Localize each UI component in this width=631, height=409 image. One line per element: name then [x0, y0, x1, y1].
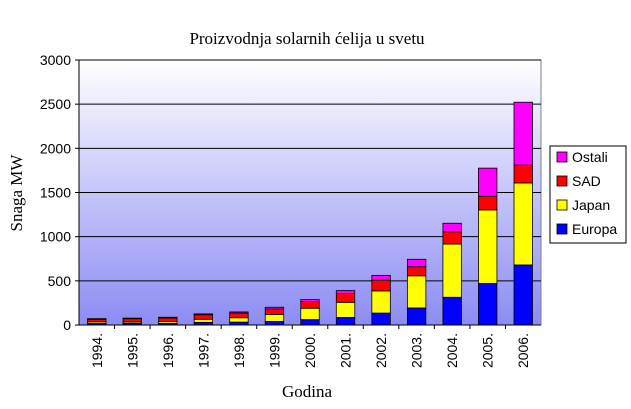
bar-segment-europa — [371, 312, 391, 326]
y-tick-label: 0 — [63, 317, 71, 333]
y-tick-label: 3000 — [40, 52, 71, 68]
bar-segment-europa — [300, 319, 320, 326]
legend-swatch-ostali — [556, 151, 568, 163]
bar-segment-ostali — [300, 299, 320, 302]
legend-label-ostali: Ostali — [572, 149, 608, 165]
bar-segment-ostali — [371, 274, 391, 281]
x-tick-label: 2006. — [515, 333, 531, 368]
x-tick-label: 1995. — [124, 333, 140, 368]
y-tick-label: 500 — [48, 273, 72, 289]
x-tick-label: 1994. — [89, 333, 105, 368]
y-tick-label: 2000 — [40, 140, 71, 156]
legend: Ostali SAD Japan Europa — [549, 145, 627, 244]
x-tick-label: 1998. — [231, 333, 247, 368]
bar-segment-sad — [158, 317, 178, 322]
x-axis-title: Godina — [282, 382, 333, 401]
legend-swatch-sad — [556, 175, 568, 187]
x-tick-label: 2000. — [302, 333, 318, 368]
bars — [87, 101, 533, 326]
bar-segment-europa — [406, 307, 427, 326]
y-tick-label: 1500 — [40, 185, 71, 201]
bar-segment-sad — [406, 266, 427, 277]
y-tick-label: 2500 — [40, 96, 71, 112]
x-tick-label: 1996. — [160, 333, 176, 368]
bar-segment-japan — [264, 313, 285, 322]
y-tick-label: 1000 — [40, 229, 71, 245]
x-ticks: 1994. 1995. 1996. 1997. 1998. 1999. 2000. 2001.… — [89, 325, 531, 368]
bar-segment-sad — [122, 318, 142, 323]
bar-segment-europa — [335, 317, 356, 326]
bar-segment-sad — [264, 308, 285, 315]
bar-segment-ostali — [442, 222, 462, 233]
bar-segment-ostali — [264, 306, 285, 310]
bar-segment-ostali — [229, 311, 249, 314]
bar-segment-ostali — [158, 316, 178, 319]
bar-segment-japan — [442, 243, 462, 298]
x-tick-label: 2001. — [338, 333, 354, 368]
bar-segment-japan — [478, 209, 498, 284]
bar-segment-japan — [229, 317, 249, 323]
bar-segment-japan — [335, 301, 356, 318]
bar-segment-ostali — [478, 167, 498, 197]
bar-segment-sad — [513, 164, 533, 184]
bar-segment-ostali — [87, 318, 107, 320]
gridlines — [79, 59, 541, 282]
bar-segment-ostali — [335, 290, 356, 294]
bar-segment-sad — [478, 195, 498, 211]
x-tick-label: 1999. — [266, 333, 282, 368]
bar-segment-ostali — [513, 101, 533, 166]
bar-segment-ostali — [122, 317, 142, 320]
x-tick-label: 2002. — [373, 333, 389, 368]
bar-segment-japan — [371, 290, 391, 314]
bar-segment-ostali — [193, 313, 214, 316]
x-tick-label: 1997. — [195, 333, 211, 368]
y-axis-title: Snaga MW — [7, 154, 26, 232]
bar-segment-europa — [442, 296, 462, 326]
bar-segment-japan — [406, 275, 427, 309]
bar-segment-europa — [478, 283, 498, 326]
bar-segment-sad — [442, 231, 462, 245]
legend-swatch-japan — [556, 199, 568, 211]
y-ticks: 0 500 1000 1500 2000 2500 3000 — [40, 52, 79, 333]
bar-segment-japan — [300, 307, 320, 321]
bar-segment-japan — [513, 182, 533, 266]
bar-segment-sad — [229, 312, 249, 319]
legend-label-japan: Japan — [572, 197, 610, 213]
bar-segment-sad — [193, 314, 214, 320]
bar-segment-ostali — [406, 258, 427, 268]
x-tick-label: 2003. — [409, 333, 425, 368]
bar-segment-sad — [371, 279, 391, 292]
legend-label-europa: Europa — [572, 221, 617, 237]
x-tick-label: 2004. — [444, 333, 460, 368]
bar-segment-europa — [513, 264, 533, 326]
x-tick-label: 2005. — [480, 333, 496, 368]
legend-label-sad: SAD — [572, 173, 601, 189]
legend-swatch-europa — [556, 223, 568, 235]
bar-segment-sad — [300, 301, 320, 309]
bar-segment-europa — [264, 321, 285, 326]
bar-segment-japan — [193, 318, 214, 323]
chart-title: Proizvodnja solarnih ćelija u svetu — [189, 29, 425, 48]
bar-segment-sad — [335, 293, 356, 303]
